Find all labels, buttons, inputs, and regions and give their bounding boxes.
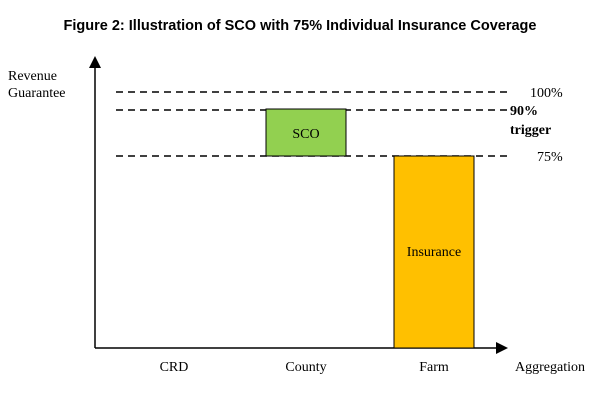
label-75-percent: 75% (537, 150, 563, 165)
insurance-box (393, 155, 475, 349)
y-axis-label-line2: Guarantee (8, 86, 66, 101)
sco-box-label: SCO (292, 127, 319, 142)
label-100-percent: 100% (530, 86, 563, 101)
category-label-crd: CRD (160, 360, 189, 375)
category-label-farm: Farm (419, 360, 449, 375)
x-axis-label: Aggregation (515, 360, 585, 375)
sco-box (265, 108, 347, 157)
figure-title: Figure 2: Illustration of SCO with 75% I… (63, 18, 537, 34)
label-trigger: trigger (510, 123, 551, 138)
insurance-box-label: Insurance (407, 245, 461, 260)
label-90-percent: 90% (510, 104, 538, 119)
category-label-county: County (285, 360, 326, 375)
y-axis-label-line1: Revenue (8, 69, 57, 84)
